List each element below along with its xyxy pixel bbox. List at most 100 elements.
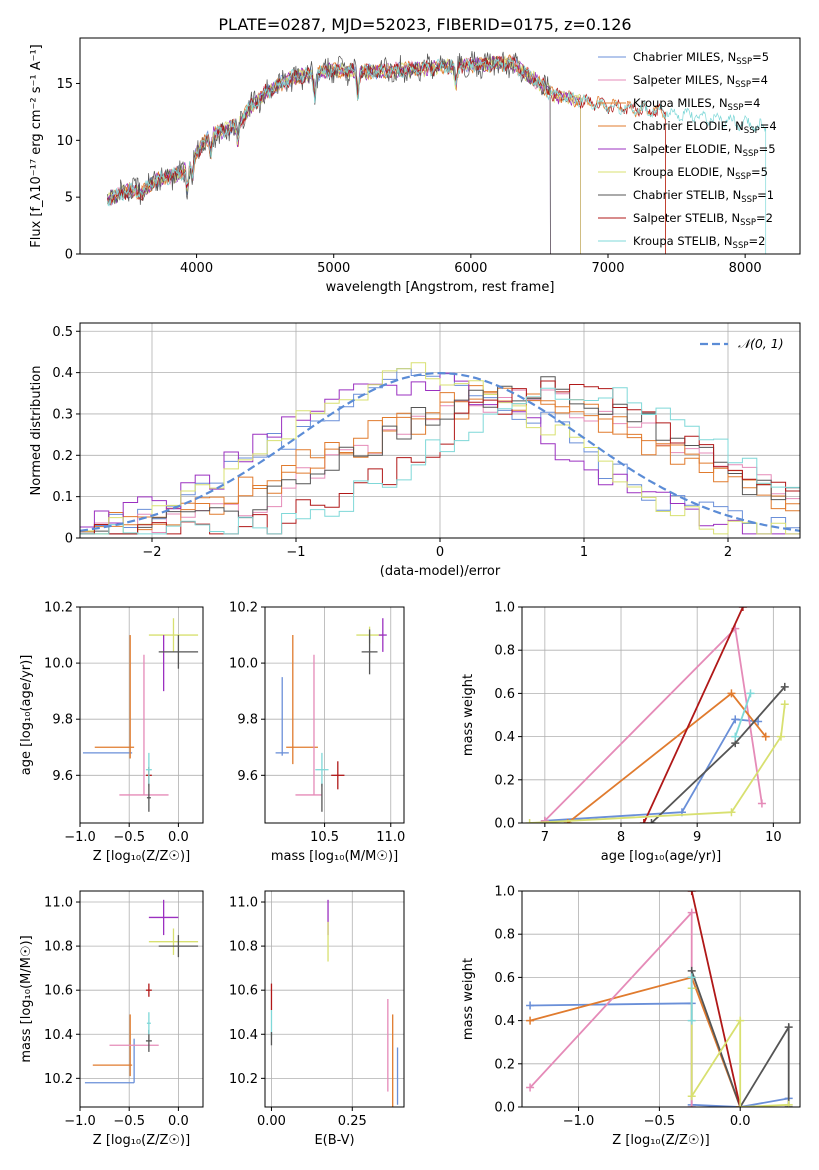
axes: 4000 5000 6000 7000 8000 0 5 10 15 wavelength [An… (29, 37, 801, 295)
x-tick-label: 7000 (591, 261, 624, 276)
x-tick-label: −2 (142, 545, 161, 560)
weight-marker (687, 1103, 696, 1107)
errorbar-point-9 (148, 899, 179, 936)
y-tick-label: 0.4 (494, 1014, 515, 1029)
x-tick-label: 9 (693, 830, 701, 845)
spectrum-series-0 (107, 56, 551, 254)
y-tick-label: 0.1 (52, 490, 73, 505)
weight-marker (731, 715, 740, 724)
y-tick-label: 0 (65, 532, 73, 547)
x-tick-label: 0 (436, 545, 444, 560)
weight-marker (736, 1103, 745, 1107)
axes-frame (79, 37, 801, 255)
y-tick-label: 9.8 (52, 713, 73, 728)
y-tick-label: 0.2 (494, 1057, 515, 1072)
plot-area (107, 51, 767, 254)
x-tick-label: 8 (617, 830, 625, 845)
weight-marker (687, 1016, 696, 1025)
legend-label: Salpeter ELODIE, NSSP=5 (633, 142, 776, 159)
x-tick-label: 2 (724, 545, 732, 560)
weight-marker (525, 819, 534, 823)
legend-count: =2 (748, 234, 765, 248)
panel-residuals: −2 −1 0 1 2 0 0.1 0.2 0.3 0.4 0.5 (data-model)/erro… (29, 322, 801, 579)
histogram-3 (80, 385, 800, 538)
y-tick-label: 0.6 (494, 971, 515, 986)
legend-label: Chabrier STELIB, NSSP=1 (633, 188, 774, 205)
errorbar-point-6 (145, 752, 152, 787)
x-tick-label: 10.5 (310, 830, 339, 845)
x-axis-label: wavelength [Angstrom, rest frame] (326, 280, 555, 295)
errorbar-point-8 (331, 761, 345, 790)
spectrum-series-7 (107, 55, 666, 254)
weight-marker (780, 682, 789, 691)
axes: −2 −1 0 1 2 0 0.1 0.2 0.3 0.4 0.5 (data-model)/erro… (29, 322, 801, 579)
panel-weight_vs_Z: −1.0 −0.5 0.0 0.0 0.2 0.4 0.6 0.8 1.0 Z [log₁₀(Z/… (461, 885, 801, 1148)
plot-area (80, 362, 800, 538)
x-tick-label: −1.0 (64, 1114, 96, 1129)
weight-marker (784, 1100, 793, 1107)
y-tick-label: 0.2 (494, 773, 515, 788)
axes-frame (79, 890, 204, 1108)
legend-count: =5 (751, 165, 768, 179)
legend-subscript: SSP (741, 195, 757, 205)
errorbar-point-6 (146, 1012, 151, 1035)
legend-label: Kroupa MILES, NSSP=4 (633, 96, 760, 113)
y-tick-label: 10.2 (229, 1072, 258, 1087)
legend-count: =2 (756, 211, 773, 225)
histogram-8 (80, 387, 800, 538)
legend-label: Kroupa ELODIE, NSSP=5 (633, 165, 768, 182)
legend-count: =5 (752, 50, 769, 64)
errorbar-point-10 (158, 935, 199, 958)
gridlines (79, 891, 203, 1107)
y-axis-label: mass weight (461, 674, 476, 756)
weight-marker (639, 819, 648, 823)
plot-area (275, 618, 387, 812)
x-tick-label: −0.5 (113, 830, 145, 845)
y-tick-label: 0.4 (494, 730, 515, 745)
gaussian-curve (80, 371, 800, 532)
weight-marker (727, 689, 736, 698)
y-tick-label: 10 (56, 134, 73, 149)
legend-subscript: SSP (740, 218, 756, 228)
weight-line-4 (690, 891, 742, 1107)
weight-marker (526, 1083, 535, 1092)
gridlines (265, 891, 404, 1107)
weight-marker (776, 732, 785, 741)
weight-marker (647, 819, 656, 823)
legend-label: Chabrier ELODIE, NSSP=4 (633, 119, 777, 136)
weight-line-2 (567, 692, 767, 823)
errorbar-point-10 (361, 629, 378, 675)
y-tick-label: 9.6 (52, 769, 73, 784)
weight-line-5 (734, 693, 752, 737)
y-tick-label: 0.0 (494, 1101, 515, 1116)
y-tick-label: 10.0 (44, 657, 73, 672)
weight-marker (540, 816, 549, 823)
axes: −1.0 −0.5 0.0 10.2 10.4 10.6 10.8 11.0 Z [log₁₀(… (19, 890, 204, 1148)
x-axis-label: E(B-V) (314, 1133, 354, 1148)
gridlines (522, 606, 800, 824)
gridlines (79, 606, 203, 823)
axes: 7 8 9 10 0.0 0.2 0.4 0.6 0.8 1.0 age [log₁₀(age/yr… (461, 601, 801, 864)
weight-line-3 (690, 970, 790, 1107)
x-tick-label: 0.0 (168, 1114, 189, 1129)
weight-line-0 (544, 718, 759, 822)
axes: 10.5 11.0 9.6 9.8 10.0 10.2 mass [log₁₀(M/M☉)] (229, 601, 405, 865)
panel-weight_vs_age: 7 8 9 10 0.0 0.2 0.4 0.6 0.8 1.0 age [log₁₀(age/yr… (461, 601, 801, 864)
y-tick-label: 10.2 (44, 1072, 73, 1087)
legend-count: =1 (757, 188, 774, 202)
plot-area (82, 618, 199, 812)
y-tick-label: 10.8 (44, 940, 73, 955)
legend-subscript: SSP (736, 57, 752, 67)
y-tick-label: 11.0 (229, 896, 258, 911)
legend-label: Salpeter STELIB, NSSP=2 (633, 211, 773, 228)
weight-line-6 (529, 704, 786, 823)
weight-marker (738, 607, 747, 611)
y-tick-label: 10.2 (229, 601, 258, 616)
weight-marker (687, 891, 696, 895)
spectrum-series-8 (107, 57, 767, 254)
plot-area (270, 899, 399, 1107)
y-tick-label: 0.0 (494, 817, 515, 832)
x-tick-label: −1.0 (64, 830, 96, 845)
plot-area (84, 899, 199, 1084)
